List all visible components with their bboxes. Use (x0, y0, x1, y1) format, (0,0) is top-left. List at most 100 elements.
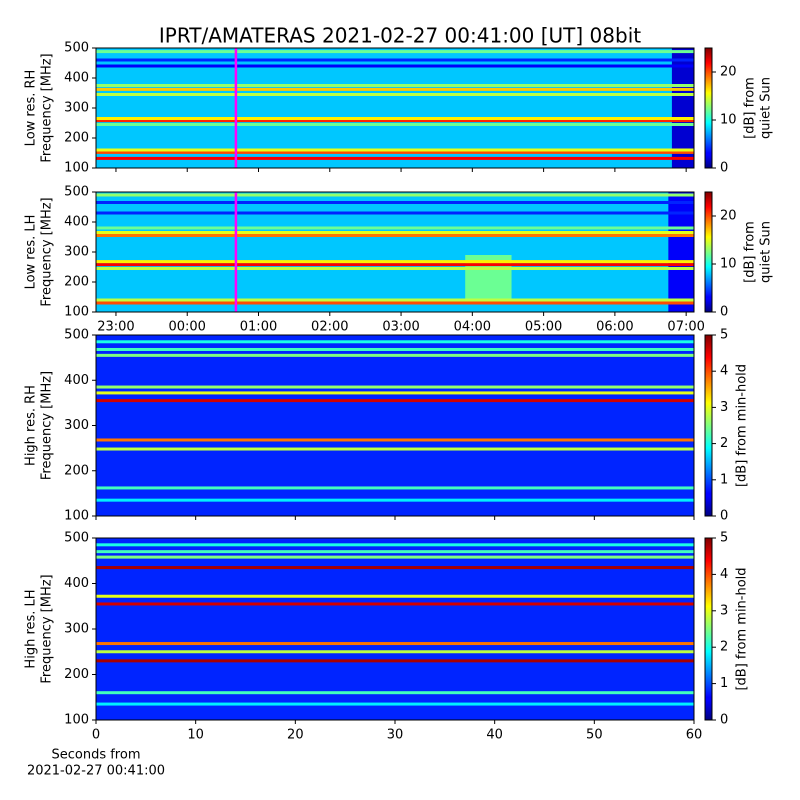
heatmap-band (96, 391, 694, 395)
colorbar-tick-label: 10 (720, 257, 737, 272)
y-tick-label: 500 (64, 185, 89, 200)
y-tick-label: 100 (64, 509, 89, 524)
heatmap-band (96, 301, 694, 305)
y-axis-label: Low res. RH (24, 70, 39, 147)
colorbar-tick-label: 3 (720, 400, 728, 415)
y-axis-label: Frequency [MHz] (40, 53, 55, 162)
colorbar-label: [dB] from min-hold (735, 364, 750, 487)
x-axis-label: 2021-02-27 00:41:00 (27, 764, 165, 779)
colorbar-tick-label: 0 (720, 509, 728, 524)
heatmap-band (96, 543, 694, 547)
y-tick-label: 300 (64, 101, 89, 116)
heatmap-band (96, 263, 694, 267)
y-axis-label: Frequency [MHz] (40, 574, 55, 683)
y-axis-label: High res. RH (24, 385, 39, 466)
colorbar-tick-label: 1 (720, 676, 728, 691)
colorbar-tick-label: 0 (720, 713, 728, 728)
colorbar-tick-label: 4 (720, 364, 728, 379)
heatmap-band (96, 148, 694, 152)
heatmap-band (96, 298, 694, 302)
heatmap-band (96, 353, 694, 357)
heatmap-band (96, 201, 694, 204)
x-tick-label: 40 (486, 728, 503, 743)
heatmap-band (96, 226, 694, 230)
heatmap-band (96, 555, 694, 559)
x-tick-label: 01:00 (240, 320, 277, 335)
heatmap-background (96, 48, 694, 168)
y-tick-label: 500 (64, 531, 89, 546)
heatmap-band (96, 691, 694, 695)
y-tick-label: 100 (64, 713, 89, 728)
heatmap-background (96, 192, 694, 312)
colorbar-label: [dB] from (743, 221, 758, 283)
colorbar-tick-label: 1 (720, 472, 728, 487)
y-tick-label: 400 (64, 215, 89, 230)
heatmap-band (96, 650, 694, 654)
heatmap-band (96, 123, 694, 126)
colorbar-label: quiet Sun (759, 77, 774, 139)
heatmap-band (96, 447, 694, 451)
heatmap-band (96, 267, 694, 270)
heatmap-band (96, 50, 694, 54)
heatmap-region (668, 192, 694, 312)
x-tick-label: 20 (287, 728, 304, 743)
x-tick-label: 03:00 (382, 320, 419, 335)
colorbar-tick-label: 10 (720, 113, 737, 128)
x-tick-label: 50 (586, 728, 603, 743)
y-tick-label: 200 (64, 275, 89, 290)
y-tick-label: 200 (64, 667, 89, 682)
x-tick-label: 60 (686, 728, 703, 743)
y-tick-label: 400 (64, 71, 89, 86)
heatmap-band (96, 231, 694, 234)
heatmap-band (96, 119, 694, 123)
colorbar-tick-label: 5 (720, 531, 728, 546)
heatmap-band (96, 340, 694, 344)
x-tick-label: 06:00 (596, 320, 633, 335)
colorbar-label: [dB] from min-hold (735, 567, 750, 690)
colorbar (704, 334, 713, 517)
y-axis-label: Frequency [MHz] (40, 371, 55, 480)
x-tick-label: 07:00 (667, 320, 704, 335)
heatmap-band (96, 93, 694, 96)
y-axis-label: Frequency [MHz] (40, 197, 55, 306)
colorbar (704, 537, 713, 721)
heatmap-band (96, 659, 694, 663)
colorbar (704, 191, 713, 313)
heatmap-band (96, 211, 694, 215)
y-tick-label: 400 (64, 576, 89, 591)
x-tick-label: 04:00 (454, 320, 491, 335)
heatmap-band (96, 84, 694, 87)
heatmap-band (96, 399, 694, 403)
heatmap-band (96, 642, 694, 646)
colorbar-tick-label: 0 (720, 305, 728, 320)
heatmap-band (96, 498, 694, 502)
y-tick-label: 200 (64, 131, 89, 146)
y-axis-label: Low res. LH (24, 215, 39, 290)
heatmap-band (96, 87, 694, 91)
colorbar-label: quiet Sun (759, 221, 774, 283)
x-axis-label: Seconds from (51, 748, 140, 763)
colorbar-tick-label: 2 (720, 640, 728, 655)
heatmap-band (96, 193, 694, 197)
heatmap-band (96, 64, 694, 68)
y-tick-label: 300 (64, 622, 89, 637)
colorbar-tick-label: 5 (720, 328, 728, 343)
colorbar-tick-label: 3 (720, 603, 728, 618)
heatmap-band (96, 594, 694, 598)
colorbar-tick-label: 2 (720, 436, 728, 451)
x-tick-label: 0 (92, 728, 100, 743)
y-tick-label: 300 (64, 245, 89, 260)
heatmap-band (96, 385, 694, 389)
heatmap-band (96, 550, 694, 554)
y-tick-label: 200 (64, 463, 89, 478)
x-tick-label: 02:00 (311, 320, 348, 335)
heatmap-band (96, 566, 694, 570)
colorbar-tick-label: 20 (720, 65, 737, 80)
y-axis-label: High res. LH (24, 589, 39, 668)
heatmap-band (96, 117, 694, 120)
heatmap-band (96, 702, 694, 706)
x-tick-label: 23:00 (97, 320, 134, 335)
y-tick-label: 100 (64, 305, 89, 320)
heatmap-band (96, 347, 694, 351)
